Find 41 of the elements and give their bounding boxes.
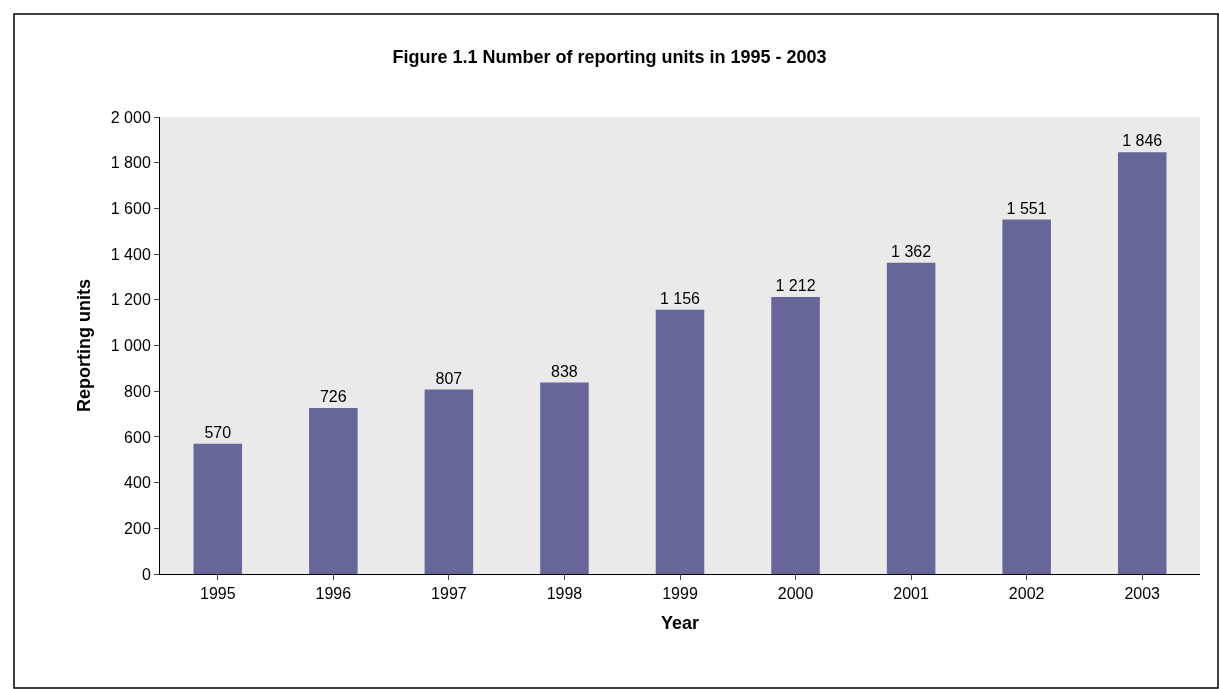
data-label: 807 xyxy=(435,369,463,387)
bar xyxy=(655,309,705,574)
y-tick-label: 400 xyxy=(124,474,151,492)
data-label: 570 xyxy=(204,423,232,441)
x-tick-label: 1997 xyxy=(431,585,467,603)
data-label: 1 846 xyxy=(1122,132,1163,150)
data-label: 1 362 xyxy=(891,242,932,260)
data-label: 1 551 xyxy=(1006,199,1047,217)
y-tick-label: 1 000 xyxy=(110,337,151,355)
y-tick-label: 2 000 xyxy=(110,108,151,126)
x-tick-label: 1995 xyxy=(199,585,236,603)
y-tick-label: 800 xyxy=(124,382,151,400)
y-tick-label: 600 xyxy=(124,428,151,446)
y-tick-label: 1 600 xyxy=(110,200,151,217)
bar xyxy=(309,408,358,574)
y-tick-label: 1 400 xyxy=(110,245,151,263)
y-tick-label: 1 800 xyxy=(110,154,151,172)
x-tick-label: 1999 xyxy=(662,585,698,603)
y-tick-label: 1 200 xyxy=(110,291,151,309)
x-tick-label: 2002 xyxy=(1008,585,1045,603)
bar xyxy=(193,443,243,574)
x-axis-title: Year xyxy=(660,613,700,634)
bar xyxy=(540,382,589,574)
x-tick-label: 2001 xyxy=(893,585,930,603)
data-label: 838 xyxy=(551,362,578,380)
x-tick-label: 1996 xyxy=(315,585,352,603)
bar xyxy=(424,389,474,574)
bar xyxy=(771,297,820,574)
bar xyxy=(1002,219,1051,574)
data-label: 1 156 xyxy=(659,289,701,307)
bar xyxy=(1117,152,1167,574)
x-tick-label: 2000 xyxy=(777,585,814,603)
y-tick-label: 0 xyxy=(141,565,151,583)
chart-title: Figure 1.1 Number of reporting units in 1995 - 2003 xyxy=(392,47,827,68)
x-tick-label: 2003 xyxy=(1124,585,1161,603)
bar xyxy=(886,262,936,574)
y-tick-label: 200 xyxy=(124,519,151,537)
y-axis-title: Reporting units xyxy=(73,279,94,412)
data-label: 1 212 xyxy=(775,277,816,295)
x-tick-label: 1998 xyxy=(546,585,583,603)
data-label: 726 xyxy=(319,388,347,406)
